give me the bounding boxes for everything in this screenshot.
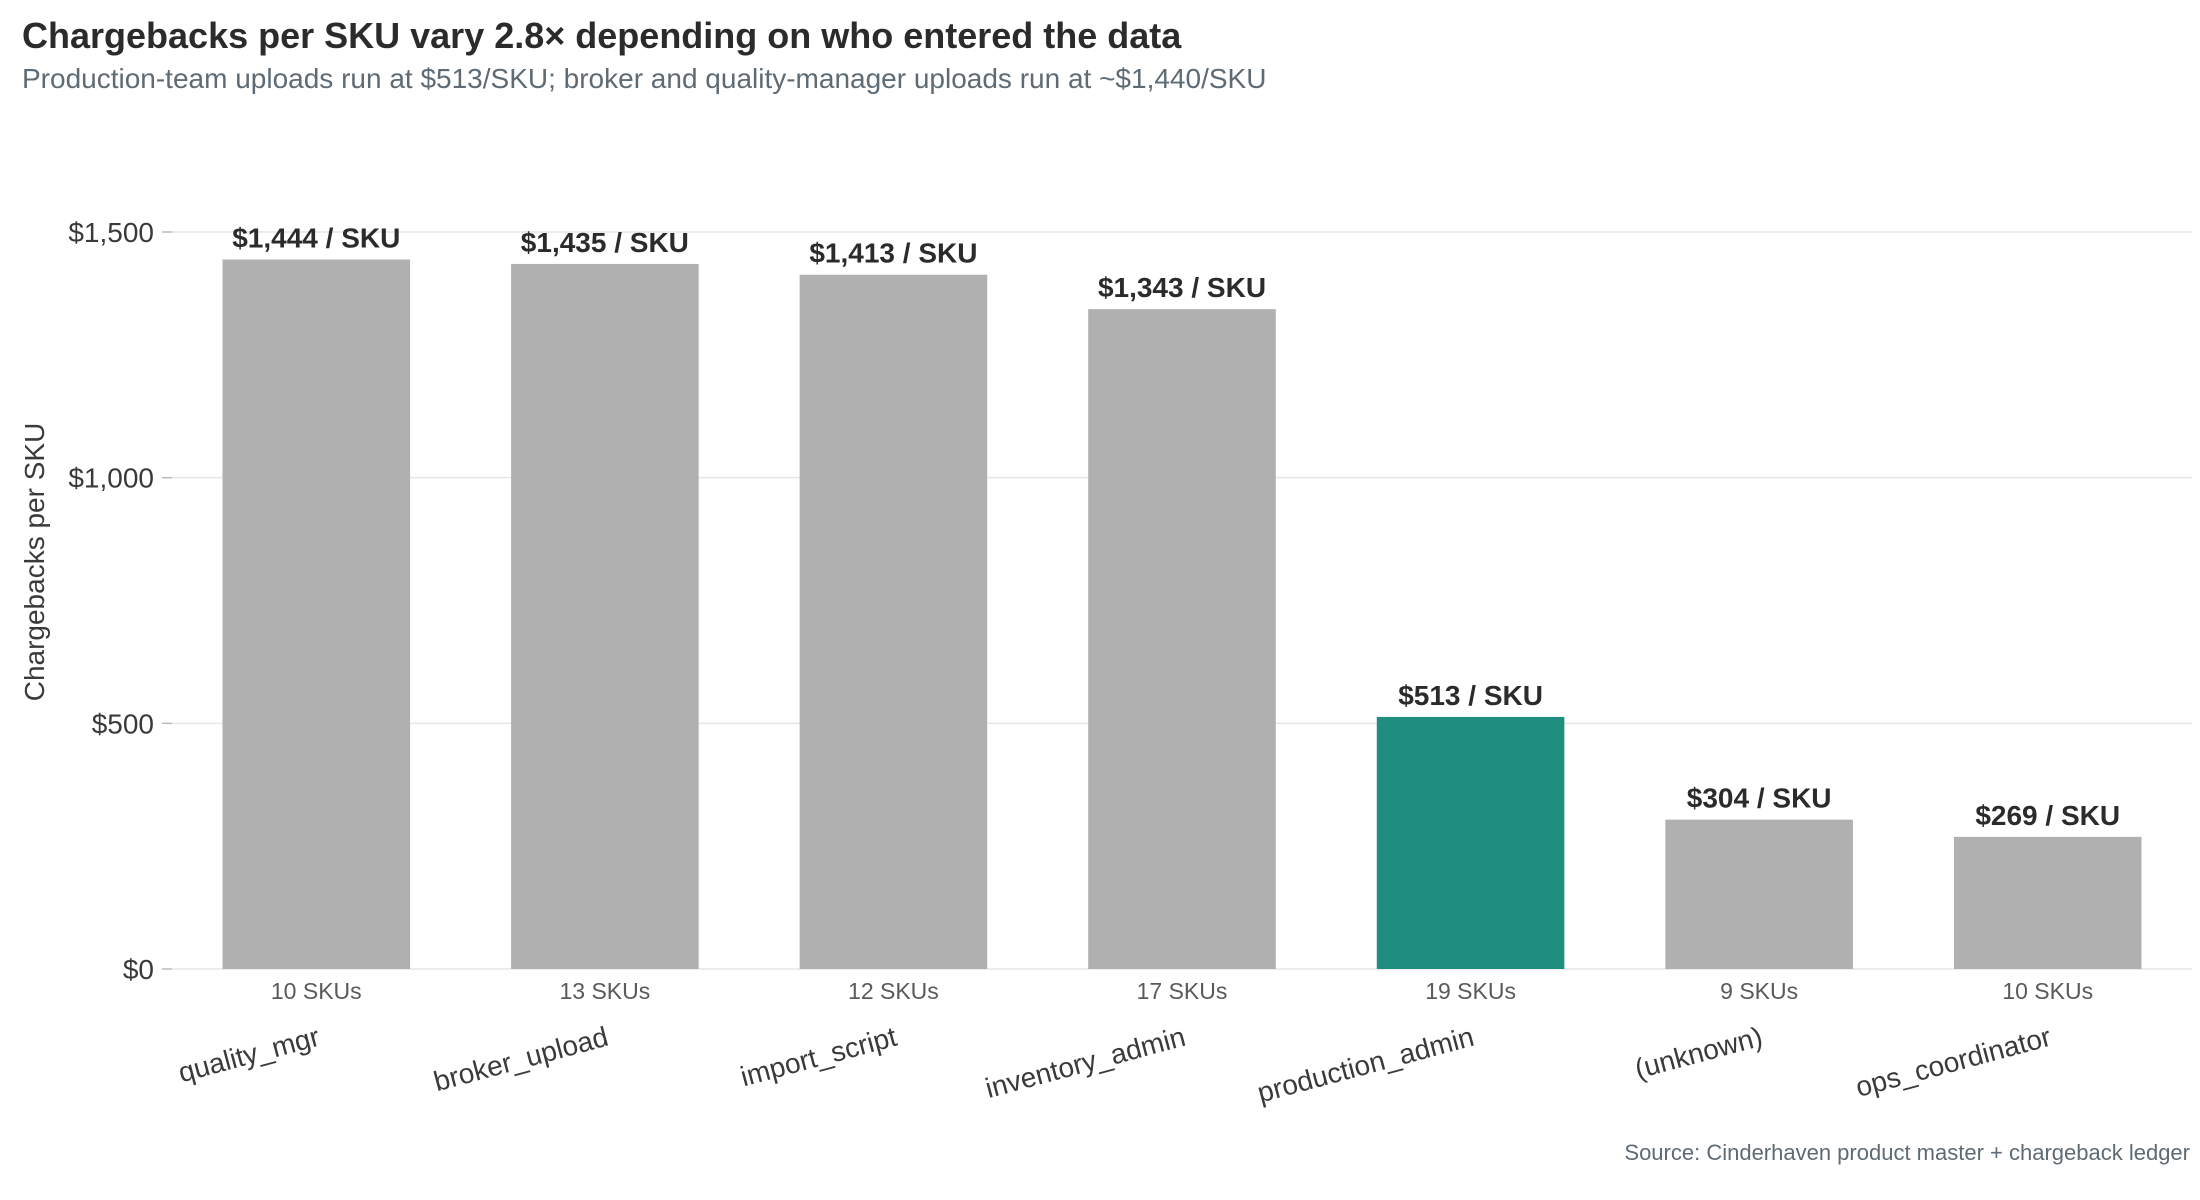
x-tick-label: ops_coordinator [1852, 1021, 2054, 1103]
sku-count-label: 19 SKUs [1425, 978, 1516, 1004]
sku-count-label: 17 SKUs [1137, 978, 1228, 1004]
bar-value-label: $1,343 / SKU [1098, 272, 1266, 303]
x-tick-label: import_script [737, 1021, 900, 1092]
y-tick-label: $500 [92, 708, 154, 739]
bar-value-label: $1,413 / SKU [809, 238, 977, 269]
bar-value-label: $1,435 / SKU [521, 227, 689, 258]
bar-2 [799, 274, 988, 970]
sku-count-label: 13 SKUs [559, 978, 650, 1004]
bar-4 [1376, 716, 1565, 969]
x-axis-ticks: quality_mgr broker_upload import_script inv… [175, 1021, 2054, 1109]
sku-count-label: 10 SKUs [271, 978, 362, 1004]
x-tick-label: production_admin [1254, 1021, 1477, 1109]
bar-5 [1665, 819, 1853, 969]
bar-value-label: $513 / SKU [1398, 680, 1543, 711]
bars [222, 259, 2142, 970]
y-axis-ticks: $0 $500 $1,000 $1,500 [68, 217, 172, 985]
sku-count-label: 9 SKUs [1720, 978, 1798, 1004]
y-tick-label: $1,000 [68, 463, 154, 494]
chart-title: Chargebacks per SKU vary 2.8× depending … [22, 15, 1182, 56]
x-tick-label: inventory_admin [982, 1021, 1188, 1104]
y-tick-label: $1,500 [68, 217, 154, 248]
x-tick-label: broker_upload [430, 1021, 611, 1097]
chart-caption: Source: Cinderhaven product master + cha… [1624, 1140, 2190, 1165]
bar-value-label: $1,444 / SKU [232, 223, 400, 254]
bar-3 [1088, 309, 1276, 969]
bar-6 [1953, 836, 2142, 969]
sku-count-labels: 10 SKUs 13 SKUs 12 SKUs 17 SKUs 19 SKUs 9 SKU… [271, 978, 2093, 1004]
y-tick-label: $0 [123, 954, 154, 985]
sku-count-label: 10 SKUs [2002, 978, 2093, 1004]
x-tick-label: quality_mgr [175, 1021, 323, 1088]
sku-count-label: 12 SKUs [848, 978, 939, 1004]
bar-0 [222, 259, 411, 970]
chart-subtitle: Production-team uploads run at $513/SKU;… [22, 63, 1266, 94]
bar-value-label: $269 / SKU [1975, 800, 2120, 831]
bar-value-labels: $1,444 / SKU $1,435 / SKU $1,413 / SKU $1,3… [232, 223, 2120, 831]
bar-1 [511, 263, 699, 970]
bar-value-label: $304 / SKU [1687, 783, 1832, 814]
x-tick-label: (unknown) [1631, 1021, 1765, 1085]
y-axis-label: Chargebacks per SKU [19, 423, 50, 702]
